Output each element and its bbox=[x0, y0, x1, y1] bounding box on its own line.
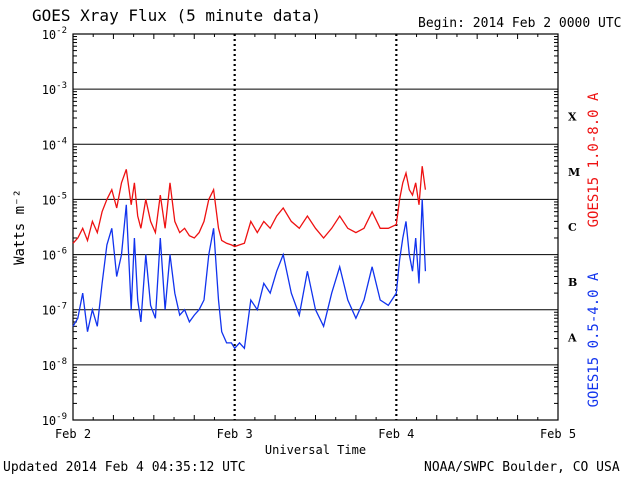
y-tick-label: 10-5 bbox=[42, 191, 67, 207]
y-tick-label: 10-4 bbox=[42, 136, 67, 152]
legend-series-0: GOES15 1.0-8.0 A bbox=[586, 92, 602, 227]
flare-class-B: B bbox=[568, 276, 577, 289]
credit-label: NOAA/SWPC Boulder, CO USA bbox=[424, 460, 620, 475]
chart-title: GOES Xray Flux (5 minute data) bbox=[32, 6, 321, 25]
y-axis-label: Watts m⁻² bbox=[12, 189, 28, 265]
y-tick-label: 10-6 bbox=[42, 247, 67, 263]
x-tick-label: Feb 3 bbox=[217, 427, 253, 441]
series-line-1 bbox=[72, 199, 427, 350]
y-tick-label: 10-2 bbox=[42, 26, 67, 42]
plot-frame bbox=[72, 33, 559, 421]
series-line-0 bbox=[72, 166, 427, 248]
y-tick-label: 10-3 bbox=[42, 81, 67, 97]
y-tick-label: 10-7 bbox=[42, 302, 67, 318]
y-tick-label: 10-9 bbox=[42, 412, 67, 428]
begin-time-label: Begin: 2014 Feb 2 0000 UTC bbox=[418, 16, 622, 31]
x-axis-label: Universal Time bbox=[265, 443, 366, 457]
flare-class-X: X bbox=[568, 111, 577, 124]
x-tick-label: Feb 5 bbox=[540, 427, 576, 441]
updated-timestamp: Updated 2014 Feb 4 04:35:12 UTC bbox=[3, 460, 246, 475]
flare-class-A: A bbox=[567, 331, 577, 344]
legend-series-1: GOES15 0.5-4.0 A bbox=[586, 272, 602, 407]
flare-class-M: M bbox=[568, 166, 580, 179]
y-tick-label: 10-8 bbox=[42, 357, 67, 373]
x-tick-label: Feb 4 bbox=[378, 427, 414, 441]
flare-class-C: C bbox=[568, 221, 577, 234]
x-tick-label: Feb 2 bbox=[55, 427, 91, 441]
